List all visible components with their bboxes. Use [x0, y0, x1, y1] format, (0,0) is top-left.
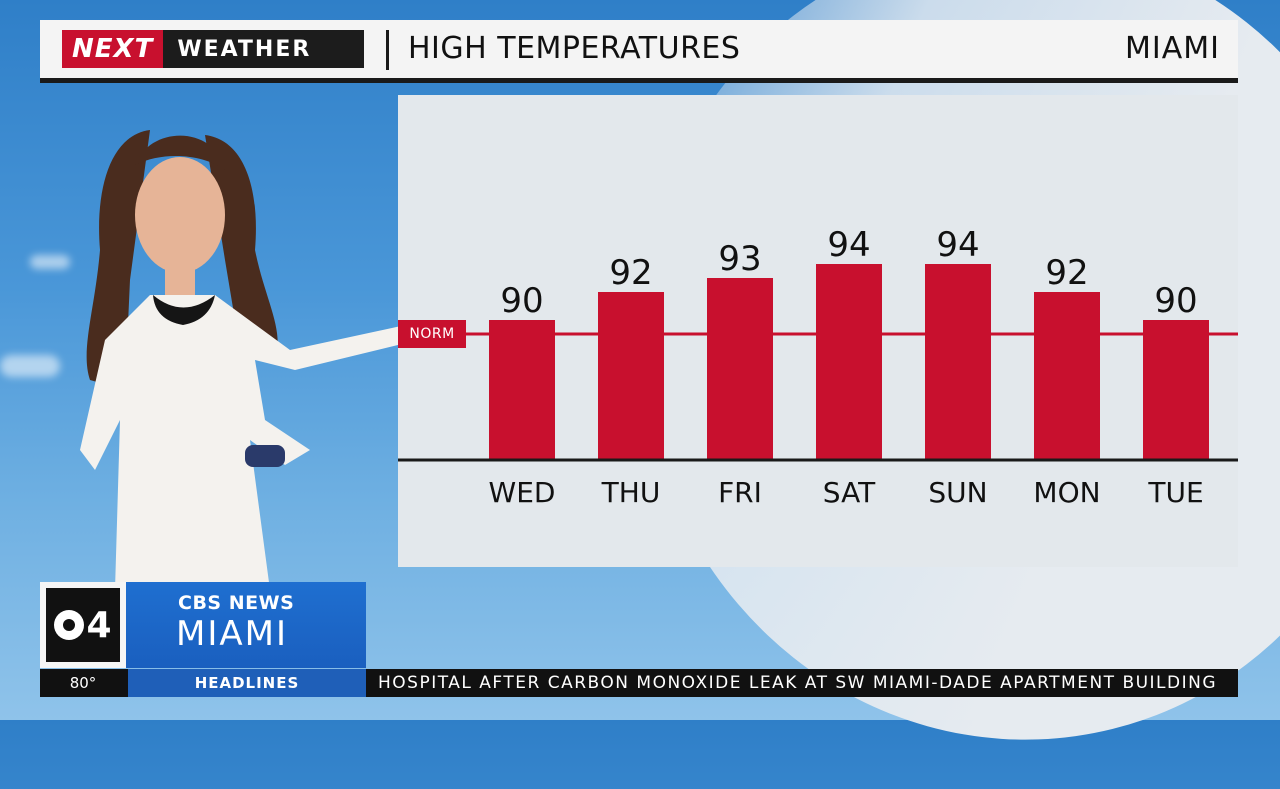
- value-label-sat: 94: [827, 225, 870, 265]
- bar-wed: [489, 320, 555, 460]
- value-label-wed: 90: [500, 281, 543, 321]
- page-title: HIGH TEMPERATURES: [408, 31, 741, 66]
- bar-sat: [816, 264, 882, 460]
- header-divider: [386, 30, 389, 70]
- presenter-figure: [80, 130, 405, 590]
- bar-fri: [707, 278, 773, 460]
- cloud: [30, 255, 70, 269]
- norm-label: NORM: [398, 320, 466, 348]
- day-label-thu: THU: [601, 476, 661, 509]
- ticker-temperature: 80°: [69, 674, 97, 692]
- value-label-tue: 90: [1154, 281, 1197, 321]
- station-logo: 4 CBS NEWS MIAMI: [40, 582, 366, 668]
- brand-next: NEXT: [62, 30, 164, 68]
- day-label-mon: MON: [1033, 476, 1100, 509]
- bar-thu: [598, 292, 664, 460]
- cbs-news-miami-block: CBS NEWS MIAMI: [126, 582, 366, 668]
- channel-number: 4: [86, 604, 112, 646]
- brand-weather: WEATHER: [177, 36, 312, 62]
- news-ticker: 80° HEADLINES HOSPITAL AFTER CARBON MONO…: [40, 669, 1238, 697]
- day-label-sat: SAT: [823, 476, 876, 509]
- day-label-sun: SUN: [928, 476, 987, 509]
- day-label-fri: FRI: [718, 476, 762, 509]
- bar-chart: 90 WED 92 THU 93 FRI 94 SAT 94 SUN 92 MON 90 TUE: [398, 225, 1238, 509]
- day-label-tue: TUE: [1147, 476, 1203, 509]
- bar-tue: [1143, 320, 1209, 460]
- ticker-section-label: HEADLINES: [128, 669, 366, 697]
- value-label-sun: 94: [936, 225, 979, 265]
- cbs4-badge: 4: [40, 582, 126, 668]
- logo-city: MIAMI: [176, 614, 288, 654]
- value-label-mon: 92: [1045, 253, 1088, 293]
- header-bar: NEXT WEATHER HIGH TEMPERATURES MIAMI: [40, 20, 1238, 83]
- next-weather-logo: NEXT WEATHER: [62, 30, 364, 68]
- value-label-fri: 93: [718, 239, 761, 279]
- ticker-headline-text: HOSPITAL AFTER CARBON MONOXIDE LEAK AT S…: [378, 673, 1218, 693]
- chart-panel: 90 WED 92 THU 93 FRI 94 SAT 94 SUN 92 MON 90 TUE NORM: [398, 95, 1238, 567]
- cloud: [0, 355, 60, 377]
- network-name: CBS NEWS: [178, 592, 295, 614]
- cbs-eye-icon: [54, 610, 85, 640]
- bar-mon: [1034, 292, 1100, 460]
- bar-sun: [925, 264, 991, 460]
- ticker-headline: HOSPITAL AFTER CARBON MONOXIDE LEAK AT S…: [378, 669, 1238, 697]
- city-label: MIAMI: [1125, 31, 1220, 66]
- day-label-wed: WED: [489, 476, 556, 509]
- value-label-thu: 92: [609, 253, 652, 293]
